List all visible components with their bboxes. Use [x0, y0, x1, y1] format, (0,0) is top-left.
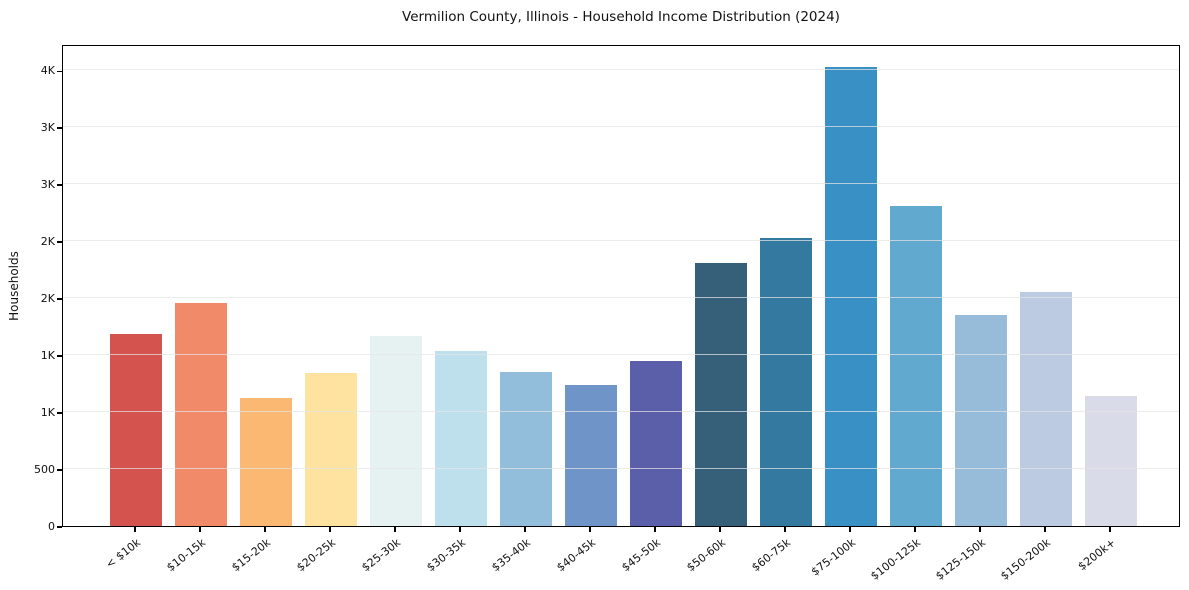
- x-tick-label: $60-75k: [749, 536, 794, 575]
- y-tick-label: 2K: [40, 235, 55, 249]
- bar-$150-200k: [1020, 291, 1072, 526]
- x-tick-mark: [524, 527, 526, 532]
- plot-area: [62, 45, 1180, 527]
- x-tick-label: $125-150k: [933, 536, 989, 583]
- x-tick-label: $75-100k: [808, 536, 859, 579]
- x-tick-mark: [264, 527, 266, 532]
- bar-$50-60k: [695, 263, 747, 526]
- y-tick-mark: [57, 70, 62, 72]
- bar-$20-25k: [305, 373, 357, 526]
- bar-$45-50k: [630, 361, 682, 526]
- gridline-y-3000: [63, 183, 1179, 185]
- y-tick-label: 2K: [40, 292, 55, 306]
- x-tick-label: $100-125k: [868, 536, 924, 583]
- x-tick-mark: [1109, 527, 1111, 532]
- x-tick-mark: [719, 527, 721, 532]
- x-tick-label: < $10k: [103, 536, 144, 571]
- y-tick-label: 1K: [40, 349, 55, 363]
- bar-$125-150k: [955, 315, 1007, 526]
- bar-$75-100k: [825, 66, 877, 526]
- x-tick-label: $30-35k: [424, 536, 469, 575]
- y-tick-mark: [57, 412, 62, 414]
- x-tick-label: $40-45k: [554, 536, 599, 575]
- bar-$15-20k: [240, 398, 292, 526]
- x-tick-mark: [589, 527, 591, 532]
- x-tick-mark: [329, 527, 331, 532]
- y-tick-mark: [57, 469, 62, 471]
- bar-$200k+: [1085, 395, 1137, 526]
- y-tick-mark: [57, 298, 62, 300]
- y-axis-label: Households: [7, 251, 21, 321]
- y-tick-label: 3K: [40, 178, 55, 192]
- x-tick-mark: [459, 527, 461, 532]
- y-tick-label: 4K: [40, 64, 55, 78]
- bar-$40-45k: [565, 385, 617, 526]
- bar-< $10k: [110, 334, 162, 526]
- x-tick-mark: [849, 527, 851, 532]
- bar-$60-75k: [760, 238, 812, 526]
- x-tick-label: $200k+: [1075, 536, 1119, 574]
- x-tick-label: $150-200k: [998, 536, 1054, 583]
- bar-$100-125k: [890, 205, 942, 526]
- bar-$35-40k: [500, 372, 552, 526]
- x-tick-label: $25-30k: [359, 536, 404, 575]
- x-tick-mark: [199, 527, 201, 532]
- gridline-y-500: [63, 468, 1179, 470]
- x-tick-mark: [914, 527, 916, 532]
- chart-title: Vermilion County, Illinois - Household I…: [402, 9, 840, 25]
- x-tick-label: $20-25k: [294, 536, 339, 575]
- x-tick-label: $10-15k: [164, 536, 209, 575]
- bar-$10-15k: [175, 302, 227, 526]
- y-tick-label: 3K: [40, 121, 55, 135]
- x-tick-mark: [979, 527, 981, 532]
- gridline-y-1000: [63, 411, 1179, 413]
- y-tick-label: 0: [48, 520, 55, 533]
- x-tick-mark: [784, 527, 786, 532]
- y-tick-mark: [57, 127, 62, 129]
- y-tick-label: 1K: [40, 406, 55, 420]
- x-tick-mark: [394, 527, 396, 532]
- x-tick-label: $45-50k: [619, 536, 664, 575]
- x-tick-label: $50-60k: [684, 536, 729, 575]
- x-tick-mark: [134, 527, 136, 532]
- bar-$25-30k: [370, 335, 422, 526]
- gridline-y-2000: [63, 297, 1179, 299]
- bar-$30-35k: [435, 350, 487, 526]
- y-tick-mark: [57, 526, 62, 528]
- gridline-y-2500: [63, 240, 1179, 242]
- x-tick-mark: [1044, 527, 1046, 532]
- x-tick-mark: [654, 527, 656, 532]
- x-tick-label: $15-20k: [229, 536, 274, 575]
- y-tick-mark: [57, 355, 62, 357]
- x-tick-label: $35-40k: [489, 536, 534, 575]
- y-tick-label: 500: [34, 463, 55, 477]
- gridline-y-4000: [63, 69, 1179, 71]
- y-tick-mark: [57, 241, 62, 243]
- gridline-y-3500: [63, 126, 1179, 128]
- y-tick-mark: [57, 184, 62, 186]
- gridline-y-1500: [63, 354, 1179, 356]
